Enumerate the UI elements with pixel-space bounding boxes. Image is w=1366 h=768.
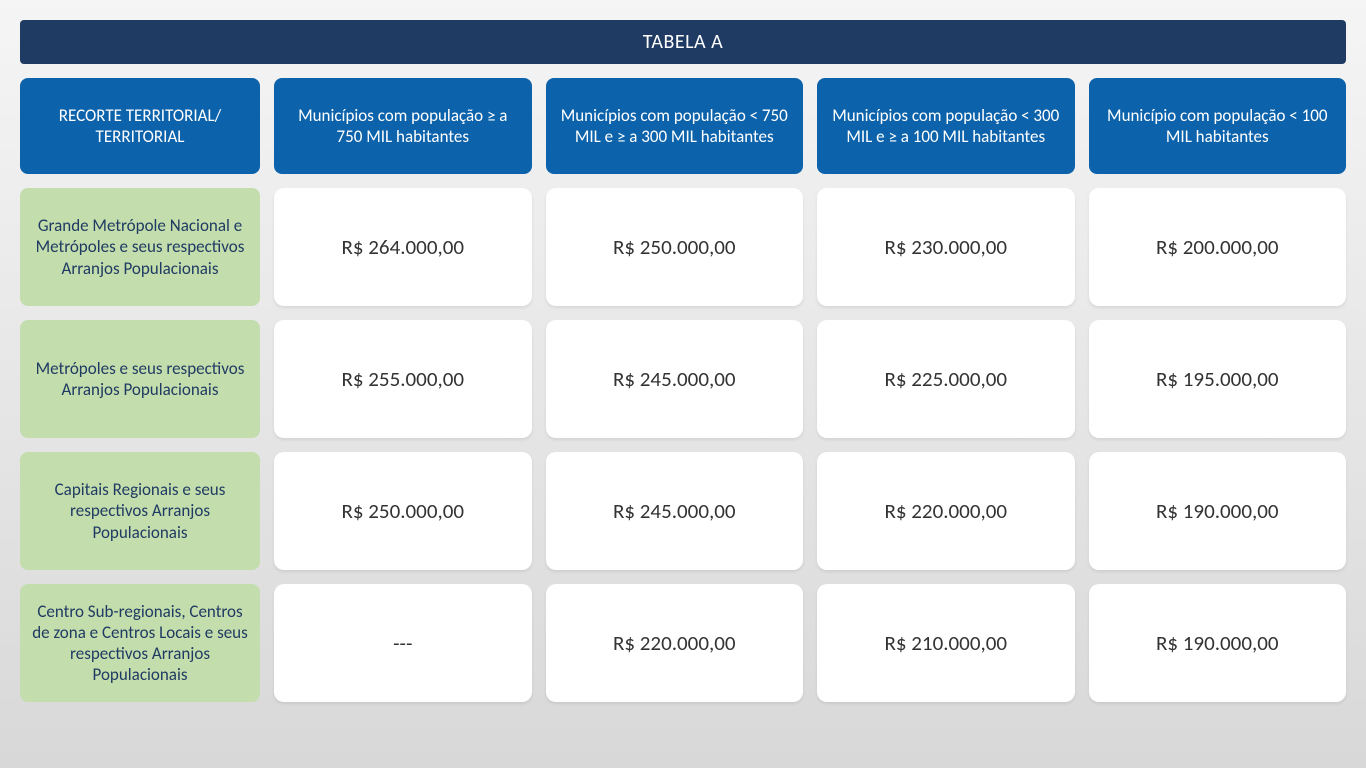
table-cell: R$ 190.000,00	[1089, 584, 1347, 702]
table-cell: R$ 225.000,00	[817, 320, 1075, 438]
table-cell: R$ 264.000,00	[274, 188, 532, 306]
table-cell: R$ 195.000,00	[1089, 320, 1347, 438]
table-cell: R$ 220.000,00	[817, 452, 1075, 570]
table-a: TABELA A RECORTE TERRITORIAL/ TERRITORIA…	[20, 20, 1346, 748]
table-cell: R$ 230.000,00	[817, 188, 1075, 306]
table-cell: R$ 200.000,00	[1089, 188, 1347, 306]
table-cell: R$ 245.000,00	[546, 452, 804, 570]
table-grid: RECORTE TERRITORIAL/ TERRITORIAL Municíp…	[20, 78, 1346, 702]
col-header-pop-300-750: Municípios com população < 750 MIL e ≥ a…	[546, 78, 804, 174]
row-header: Centro Sub-regionais, Centros de zona e …	[20, 584, 260, 702]
table-cell: R$ 250.000,00	[546, 188, 804, 306]
row-header: Capitais Regionais e seus respectivos Ar…	[20, 452, 260, 570]
table-cell: R$ 255.000,00	[274, 320, 532, 438]
row-header: Metrópoles e seus respectivos Arranjos P…	[20, 320, 260, 438]
col-header-pop-100: Município com população < 100 MIL habita…	[1089, 78, 1347, 174]
col-header-pop-100-300: Municípios com população < 300 MIL e ≥ a…	[817, 78, 1075, 174]
table-cell: ---	[274, 584, 532, 702]
table-title: TABELA A	[20, 20, 1346, 64]
row-header: Grande Metrópole Nacional e Metrópoles e…	[20, 188, 260, 306]
table-cell: R$ 190.000,00	[1089, 452, 1347, 570]
col-header-territorial: RECORTE TERRITORIAL/ TERRITORIAL	[20, 78, 260, 174]
table-cell: R$ 210.000,00	[817, 584, 1075, 702]
table-cell: R$ 250.000,00	[274, 452, 532, 570]
table-cell: R$ 245.000,00	[546, 320, 804, 438]
col-header-pop-750: Municípios com população ≥ a 750 MIL hab…	[274, 78, 532, 174]
table-cell: R$ 220.000,00	[546, 584, 804, 702]
